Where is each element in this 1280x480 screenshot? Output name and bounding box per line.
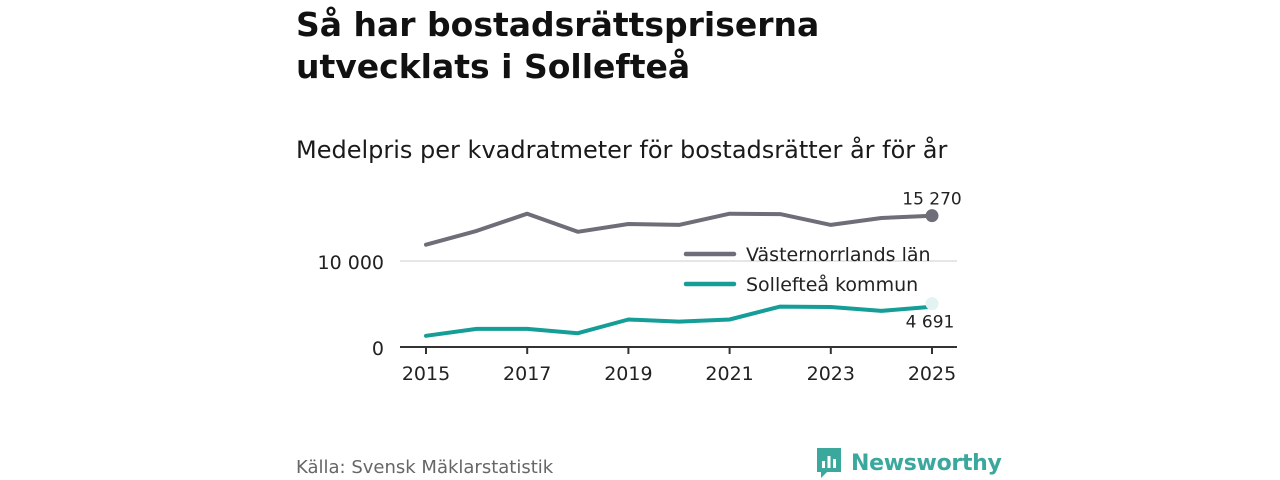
series-vasternorrland-end-label: 15 270 [902, 190, 961, 210]
chart-title: Så har bostadsrättspriserna utvecklats i… [296, 5, 820, 86]
series-solleftea-line [424, 304, 934, 338]
x-tick-label: 2025 [908, 363, 956, 385]
chart-subtitle: Medelpris per kvadratmeter för bostadsrä… [296, 136, 948, 164]
source-note: Källa: Svensk Mäklarstatistik [296, 457, 554, 478]
legend-label-series-vasternorrland: Västernorrlands län [746, 244, 931, 266]
x-tick-label: 2017 [503, 363, 551, 385]
x-tick-label: 2019 [604, 363, 652, 385]
x-tick-label: 2015 [402, 363, 450, 385]
newsworthy-logo: Newsworthy [815, 446, 1002, 480]
newsworthy-logo-text: Newsworthy [851, 450, 1002, 476]
y-tick-label: 0 [372, 338, 384, 360]
series-solleftea-end-label: 4 691 [906, 313, 955, 333]
x-tick-label: 2021 [705, 363, 753, 385]
legend-label-series-solleftea: Sollefteå kommun [746, 273, 918, 296]
y-tick-label: 10 000 [318, 252, 384, 274]
series-vasternorrland-line [424, 211, 934, 247]
newsworthy-logo-icon [817, 448, 841, 478]
series-vasternorrland-end-marker [925, 209, 939, 223]
series-solleftea-end-marker [925, 297, 939, 311]
x-tick-label: 2023 [807, 363, 855, 385]
